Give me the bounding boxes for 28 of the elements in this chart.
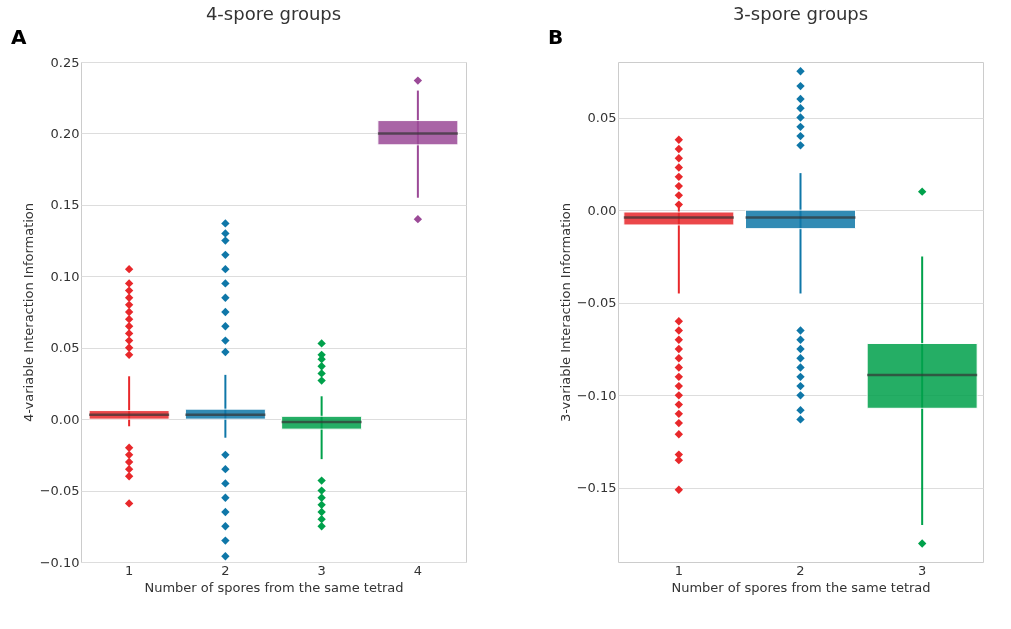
- x-tick-label: 1: [674, 562, 683, 578]
- y-tick-label: 0.15: [50, 197, 80, 213]
- x-tick-label: 3: [317, 562, 326, 578]
- chart-title: 3-spore groups: [732, 3, 869, 24]
- y-tick-label: −0.15: [576, 480, 617, 496]
- x-tick-label: 2: [796, 562, 805, 578]
- y-tick-label: 0.00: [587, 202, 617, 218]
- x-tick-label: 4: [413, 562, 423, 578]
- text: A: [11, 25, 27, 49]
- y-tick-label: −0.05: [39, 483, 80, 499]
- y-tick-label: 0.05: [587, 110, 617, 126]
- y-tick-label: −0.10: [576, 387, 617, 403]
- x-tick-label: 1: [124, 562, 134, 578]
- y-tick-label: 0.00: [50, 411, 80, 427]
- y-tick-label: 0.05: [50, 340, 80, 356]
- x-tick-label: 2: [221, 562, 230, 578]
- chart-title: 4-spore groups: [205, 3, 342, 24]
- y-tick-label: −0.10: [39, 554, 80, 570]
- text: B: [548, 25, 564, 49]
- y-axis-title: 4-variable Interaction Information: [20, 202, 36, 423]
- x-tick-label: 3: [918, 562, 927, 578]
- y-tick-label: 0.20: [50, 125, 80, 141]
- x-axis-title: Number of spores from the same tetrad: [144, 579, 404, 595]
- x-axis-title: Number of spores from the same tetrad: [671, 579, 931, 595]
- y-tick-label: 0.25: [50, 54, 80, 70]
- y-axis-title: 3-variable Interaction Information: [557, 202, 573, 423]
- y-tick-label: −0.05: [576, 295, 617, 311]
- y-tick-label: 0.10: [50, 268, 80, 284]
